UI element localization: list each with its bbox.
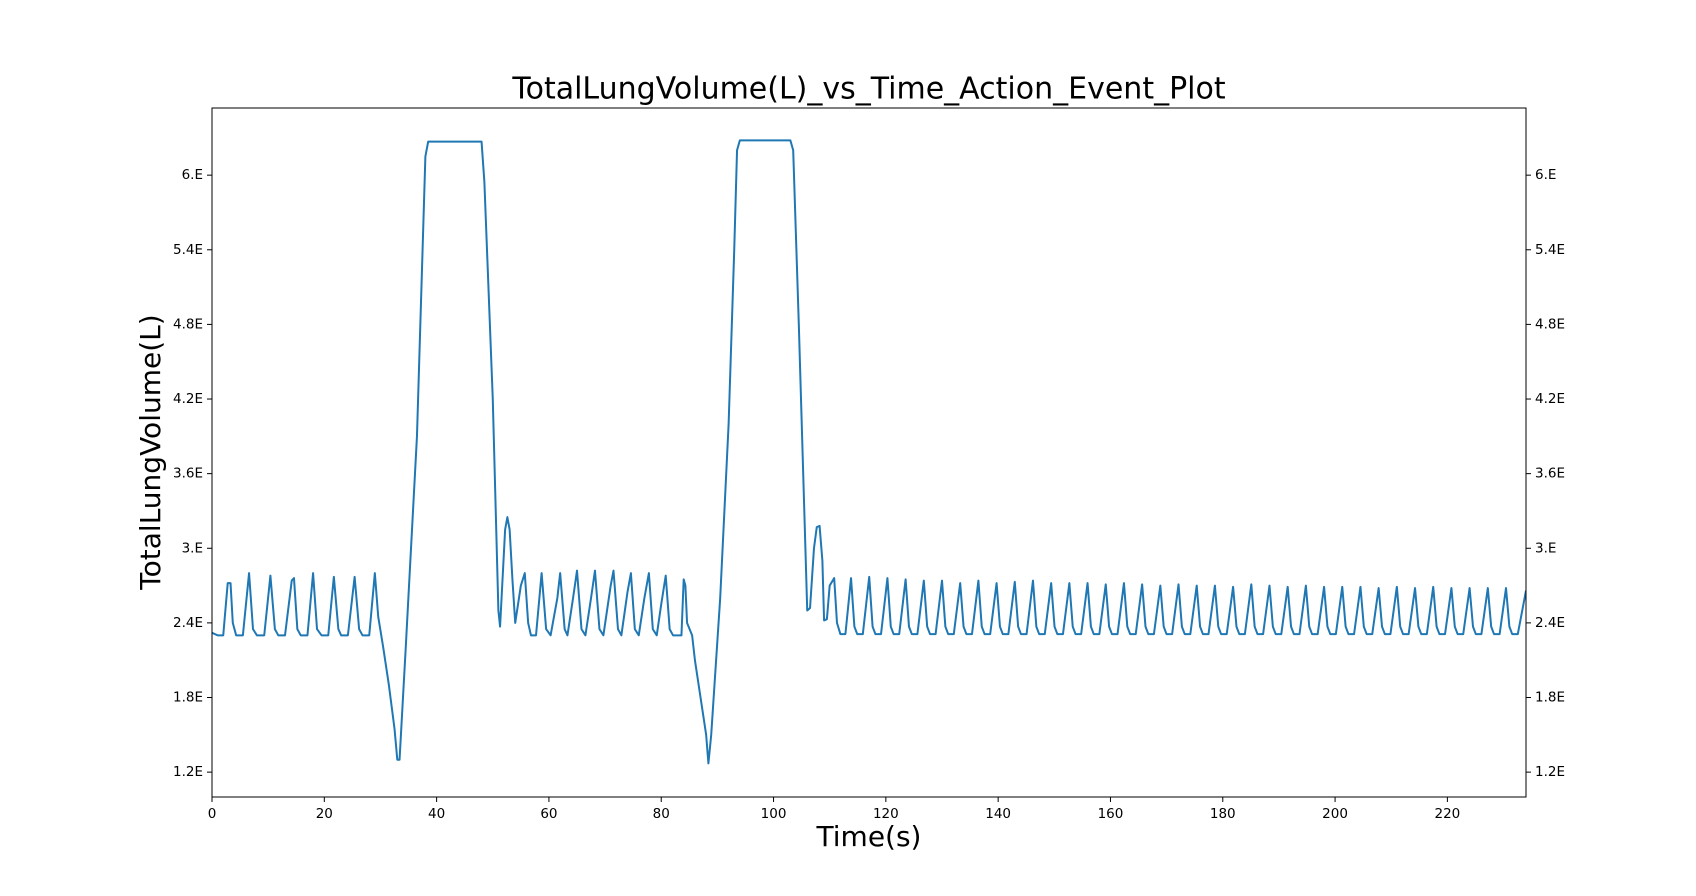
x-tick-label: 100 [761,806,787,822]
y-tick-label-right: 5.4E [1535,242,1565,258]
x-tick-label: 0 [208,806,217,822]
x-tick-label: 60 [540,806,557,822]
y-tick-label: 3.E [182,540,203,556]
x-tick-label: 220 [1434,806,1460,822]
y-tick-label-right: 1.2E [1535,764,1565,780]
y-tick-label-right: 1.8E [1535,690,1565,706]
x-tick-label: 80 [653,806,670,822]
x-tick-label: 20 [316,806,333,822]
y-tick-label-right: 3.6E [1535,466,1565,482]
y-tick-label: 4.8E [173,316,203,332]
chart-title: TotalLungVolume(L)_vs_Time_Action_Event_… [511,72,1225,107]
x-tick-label: 180 [1210,806,1236,822]
y-tick-label: 1.8E [173,690,203,706]
y-tick-label-right: 4.2E [1535,391,1565,407]
y-tick-label-right: 3.E [1535,540,1556,556]
y-tick-label: 5.4E [173,242,203,258]
x-tick-label: 160 [1098,806,1124,822]
y-tick-label: 1.2E [173,764,203,780]
x-tick-label: 120 [873,806,899,822]
y-tick-label: 4.2E [173,391,203,407]
y-axis-label: TotalLungVolume(L) [134,314,167,590]
y-tick-label-right: 4.8E [1535,316,1565,332]
y-tick-label: 6.E [182,167,203,183]
data-line [212,139,1526,765]
plot-frame [211,107,1527,798]
y-tick-label: 2.4E [173,615,203,631]
y-tick-label: 3.6E [173,466,203,482]
x-tick-label: 200 [1322,806,1348,822]
y-tick-label-right: 2.4E [1535,615,1565,631]
x-tick-label: 140 [985,806,1011,822]
x-axis-label: Time(s) [816,820,922,853]
y-tick-label-right: 6.E [1535,167,1556,183]
x-tick-label: 40 [428,806,445,822]
